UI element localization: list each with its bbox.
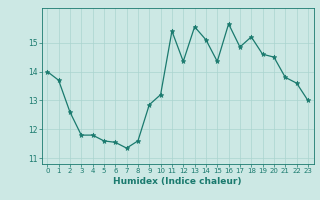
X-axis label: Humidex (Indice chaleur): Humidex (Indice chaleur) [113,177,242,186]
